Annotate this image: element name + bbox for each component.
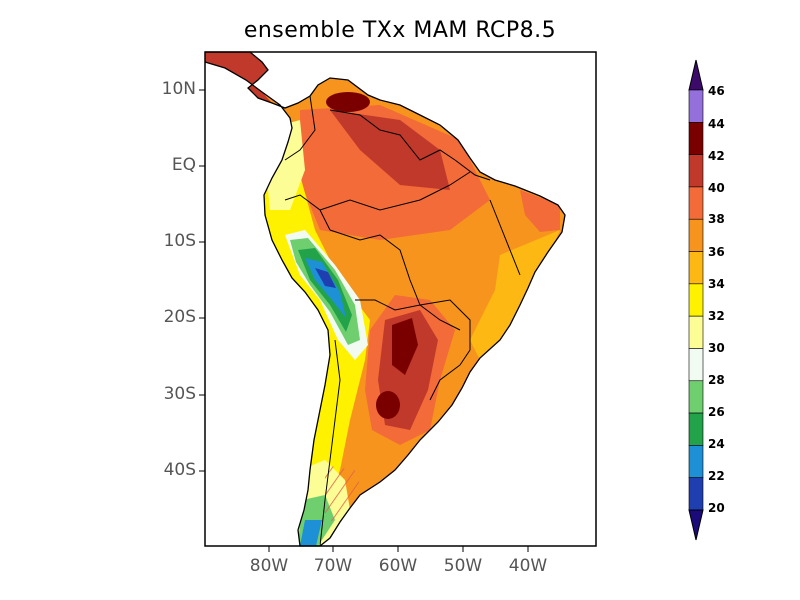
axis-ticks [199, 89, 529, 552]
pampas-42-44 [376, 391, 400, 419]
colorbar-segment [688, 315, 704, 349]
colorbar-segment [688, 477, 704, 511]
central-america-40-42 [205, 52, 272, 103]
colorbar-label: 34 [708, 277, 725, 291]
colorbar-label: 24 [708, 437, 725, 451]
venezuela-42-44 [326, 92, 370, 112]
colorbar-label: 42 [708, 149, 725, 163]
border-bolivia-paraguay [355, 299, 461, 331]
temperature-field [205, 52, 565, 546]
country-borders [284, 95, 521, 547]
map-title: ensemble TXx MAM RCP8.5 [243, 18, 557, 43]
colorbar-segment [688, 251, 704, 285]
altiplano-20-22 [315, 268, 336, 288]
colorbar-segment [688, 412, 704, 446]
border-brazil-north [319, 171, 471, 211]
colorbar-segment [688, 218, 704, 252]
border-colombia-panama [284, 95, 316, 161]
border-venezuela [329, 109, 456, 161]
y-tick-label: 10S [163, 231, 196, 251]
colorbar-extend-bottom [688, 509, 704, 541]
colorbar-label: 46 [708, 84, 725, 98]
colorbar-label: 20 [708, 501, 725, 515]
colorbar-label: 44 [708, 117, 725, 131]
x-tick-label: 40W [508, 556, 548, 576]
x-tick-label: 70W [313, 556, 353, 576]
venezuela-40-42 [330, 110, 450, 190]
colorbar-extend-top [688, 59, 704, 91]
border-brazil-states [489, 199, 521, 276]
east-coast-34-36 [470, 230, 560, 360]
colorbar-segment [688, 445, 704, 478]
colorbar-segment [688, 122, 704, 155]
colorbar [688, 59, 704, 541]
x-tick-label: 60W [378, 556, 418, 576]
colorbar-label: 22 [708, 469, 725, 483]
colorbar-segment [688, 186, 704, 220]
colorbar-segment [688, 154, 704, 188]
border-uruguay [429, 364, 461, 401]
colorbar-label: 26 [708, 405, 725, 419]
border-chile-argentina [319, 339, 341, 547]
altiplano-22-24 [305, 258, 346, 318]
y-tick-label: 10N [161, 79, 196, 99]
colorbar-label: 30 [708, 341, 725, 355]
border-paraguay-brazil [419, 299, 471, 366]
chaco-42-44 [392, 318, 418, 375]
y-tick-label: EQ [171, 155, 196, 175]
border-ecuador-peru [284, 194, 331, 231]
coastline [204, 51, 566, 547]
colorbar-label: 32 [708, 309, 725, 323]
patagonia-22-24 [300, 520, 322, 546]
colorbar-segment [688, 89, 704, 123]
colorbar-label: 36 [708, 245, 725, 259]
border-peru-bolivia-brazil [329, 229, 421, 306]
map-frame [204, 51, 597, 547]
y-tick-label: 30S [163, 384, 196, 404]
colorbar-segment [688, 283, 704, 317]
northeast-38-40 [520, 190, 560, 232]
colorbar-label: 28 [708, 373, 725, 387]
border-guianas [454, 159, 491, 181]
y-tick-label: 20S [163, 307, 196, 327]
colorbar-segment [688, 348, 704, 382]
colorbar-segment [688, 380, 704, 414]
colorbar-label: 40 [708, 181, 725, 195]
y-tick-label: 40S [163, 460, 196, 480]
x-tick-label: 50W [443, 556, 483, 576]
colorbar-label: 38 [708, 212, 725, 226]
x-tick-label: 80W [249, 556, 289, 576]
